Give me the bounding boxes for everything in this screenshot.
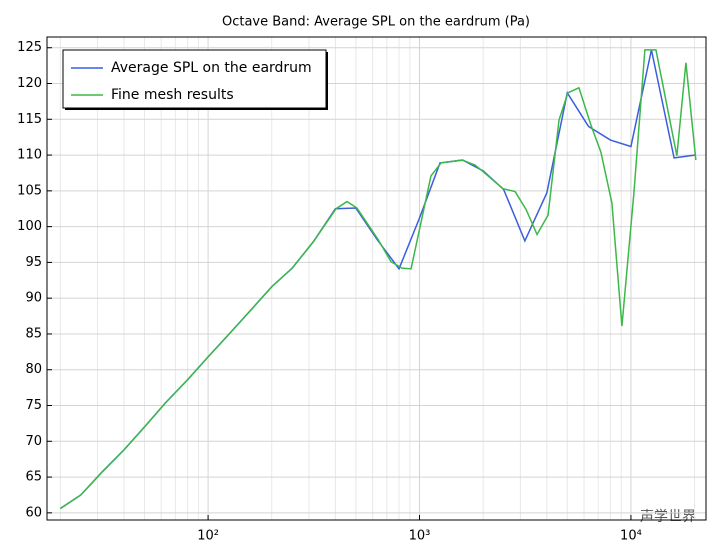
y-tick-label: 80 xyxy=(25,362,42,377)
y-tick-label: 110 xyxy=(17,148,42,163)
y-tick-label: 65 xyxy=(25,470,42,485)
y-tick-label: 120 xyxy=(17,76,42,91)
plot-frame xyxy=(46,36,707,521)
legend-label: Fine mesh results xyxy=(111,87,234,103)
y-tick-label: 100 xyxy=(17,219,42,234)
legend-box xyxy=(62,49,327,109)
y-tick-label: 85 xyxy=(25,326,42,341)
x-tick-label: 10⁴ xyxy=(620,529,642,544)
data-line xyxy=(59,49,697,510)
y-tick-label: 60 xyxy=(25,505,42,520)
y-tick-label: 95 xyxy=(25,255,42,270)
y-tick-label: 105 xyxy=(17,183,42,198)
y-tick-label: 90 xyxy=(25,291,42,306)
data-line xyxy=(59,49,695,510)
y-tick-label: 125 xyxy=(17,40,42,55)
y-tick-label: 75 xyxy=(25,398,42,413)
watermark: 声学世界 xyxy=(640,509,696,525)
legend-label: Average SPL on the eardrum xyxy=(111,60,312,76)
y-tick-label: 70 xyxy=(25,434,42,449)
x-tick-label: 10³ xyxy=(409,529,431,544)
y-tick-label: 115 xyxy=(17,112,42,127)
x-tick-label: 10² xyxy=(197,529,219,544)
chart-title: Octave Band: Average SPL on the eardrum … xyxy=(222,15,530,30)
